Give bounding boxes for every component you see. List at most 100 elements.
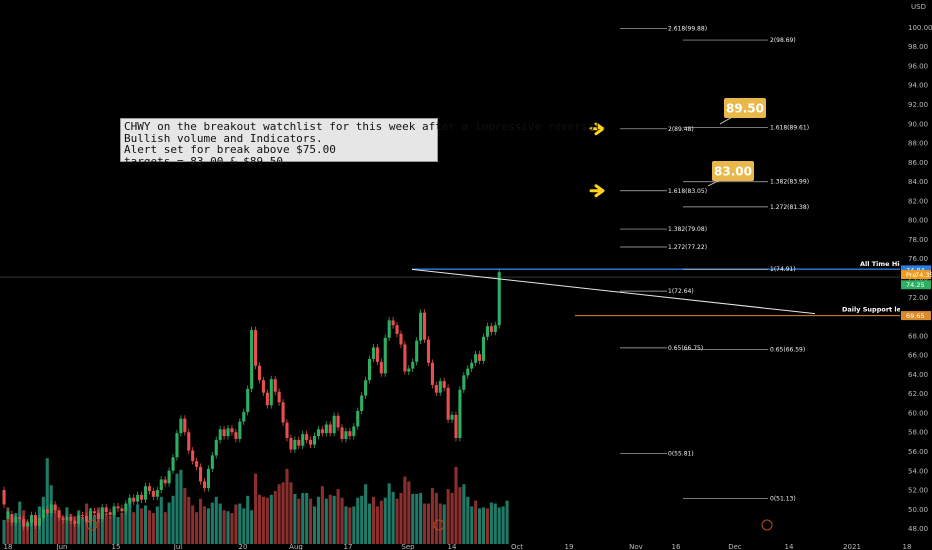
fib-label: 0(55.81) bbox=[668, 450, 694, 457]
candle-body bbox=[226, 428, 230, 437]
candle-body bbox=[450, 414, 454, 420]
volume-bar bbox=[328, 494, 332, 544]
y-tick-label: 64.00 bbox=[908, 371, 928, 379]
candle-body bbox=[45, 509, 49, 514]
target-value: 83.00 bbox=[714, 165, 752, 179]
y-tick-label: 52.00 bbox=[908, 487, 928, 495]
volume-bar bbox=[474, 500, 478, 544]
candle-body bbox=[143, 486, 148, 500]
volume-bar bbox=[360, 495, 364, 544]
price-tag-value: 74.35 bbox=[915, 271, 932, 279]
volume-bar bbox=[226, 511, 230, 544]
y-tick-label: 94.00 bbox=[908, 82, 928, 90]
candle-body bbox=[171, 457, 175, 471]
x-tick-label: 15 bbox=[112, 543, 121, 550]
candle-body bbox=[360, 395, 364, 411]
candle-body bbox=[230, 428, 234, 433]
candle-body bbox=[426, 339, 431, 363]
watchlist-note[interactable]: CHWY on the breakout watchlist for this … bbox=[120, 118, 607, 167]
candle-body bbox=[336, 415, 340, 428]
candle-body bbox=[356, 411, 360, 427]
candle-body bbox=[470, 362, 474, 369]
volume-bar bbox=[438, 503, 442, 544]
x-tick-label: 19 bbox=[565, 543, 574, 550]
volume-bar bbox=[10, 522, 14, 544]
volume-bar bbox=[6, 507, 10, 544]
candle-body bbox=[407, 368, 411, 372]
price-axis[interactable]: USD 48.00 50.00 52.00 54.00 56.00 58.00 60.00 62… bbox=[900, 0, 932, 550]
candle-body bbox=[493, 325, 497, 332]
volume-bar bbox=[100, 508, 104, 544]
price-tag-label: 74.25 bbox=[906, 281, 925, 289]
candle-body bbox=[92, 511, 96, 514]
candle-body bbox=[6, 511, 10, 519]
volume-bar bbox=[505, 500, 509, 544]
candle-body bbox=[481, 336, 486, 361]
candle-body bbox=[281, 402, 285, 423]
candle-body bbox=[246, 388, 250, 412]
volume-bar bbox=[128, 498, 132, 544]
volume-bar bbox=[257, 494, 262, 544]
volume-bar bbox=[254, 473, 258, 544]
arrow-icon bbox=[589, 184, 605, 198]
candle-body bbox=[183, 418, 187, 433]
y-tick-label: 84.00 bbox=[908, 178, 928, 186]
volume-bar bbox=[320, 486, 324, 544]
volume-bar bbox=[273, 490, 277, 544]
volume-bar bbox=[332, 495, 336, 544]
fib-label: 1.382(83.99) bbox=[770, 179, 809, 186]
volume-bar bbox=[202, 506, 207, 544]
candle-body bbox=[293, 439, 297, 450]
trend-line bbox=[411, 268, 816, 315]
candle-body bbox=[151, 490, 155, 497]
candle-body bbox=[289, 437, 293, 450]
volume-bar bbox=[387, 483, 391, 544]
candle-body bbox=[478, 354, 482, 361]
fib-label: 0.65(66.59) bbox=[770, 346, 805, 353]
volume-bar bbox=[324, 498, 328, 544]
volume-bar bbox=[69, 514, 73, 544]
y-tick-label: 88.00 bbox=[908, 140, 928, 148]
y-tick-label: 48.00 bbox=[908, 525, 928, 533]
y-tick-label: 98.00 bbox=[908, 43, 928, 51]
candle-body bbox=[163, 479, 167, 484]
candle-body bbox=[218, 429, 222, 440]
fib-label: 0(51.13) bbox=[770, 495, 796, 502]
time-axis[interactable]: 18 Jun 15 Jul 20 Aug 17 Sep 14 Oct 19 Nov 16 Dec 14 202… bbox=[0, 543, 932, 550]
volume-bar bbox=[143, 505, 148, 544]
volume-bar bbox=[179, 469, 183, 544]
volume-bar bbox=[261, 496, 265, 544]
volume-bar bbox=[96, 507, 100, 544]
candlesticks bbox=[2, 268, 501, 531]
candle-body bbox=[438, 381, 442, 393]
volume-bar bbox=[230, 513, 234, 544]
volume-bars bbox=[2, 458, 509, 544]
candle-body bbox=[167, 470, 171, 484]
volume-bar bbox=[195, 512, 199, 544]
candle-body bbox=[206, 468, 210, 489]
candle-body bbox=[73, 520, 77, 524]
fib-label: 1.272(77.22) bbox=[668, 244, 707, 251]
volume-bar bbox=[206, 508, 210, 544]
volume-bar bbox=[493, 503, 497, 544]
volume-bar bbox=[423, 503, 427, 544]
volume-bar bbox=[316, 496, 320, 544]
candle-body bbox=[96, 513, 100, 519]
x-tick-label: Nov bbox=[629, 543, 643, 550]
volume-bar bbox=[301, 492, 305, 544]
candle-body bbox=[379, 361, 383, 374]
candle-body bbox=[33, 515, 38, 526]
price-tag bbox=[901, 311, 931, 321]
fib-label: 1.272(81.38) bbox=[770, 204, 809, 211]
volume-bar bbox=[407, 481, 411, 544]
candle-body bbox=[344, 431, 348, 439]
volume-bar bbox=[403, 476, 407, 544]
volume-bar bbox=[434, 492, 438, 544]
fib-label: 1(74.91) bbox=[770, 266, 796, 273]
y-tick-label: 90.00 bbox=[908, 120, 928, 128]
event-marker-icon bbox=[86, 519, 98, 531]
volume-bar bbox=[497, 507, 501, 544]
volume-bar bbox=[2, 519, 6, 544]
candle-body bbox=[124, 503, 128, 512]
candle-body bbox=[242, 411, 246, 422]
